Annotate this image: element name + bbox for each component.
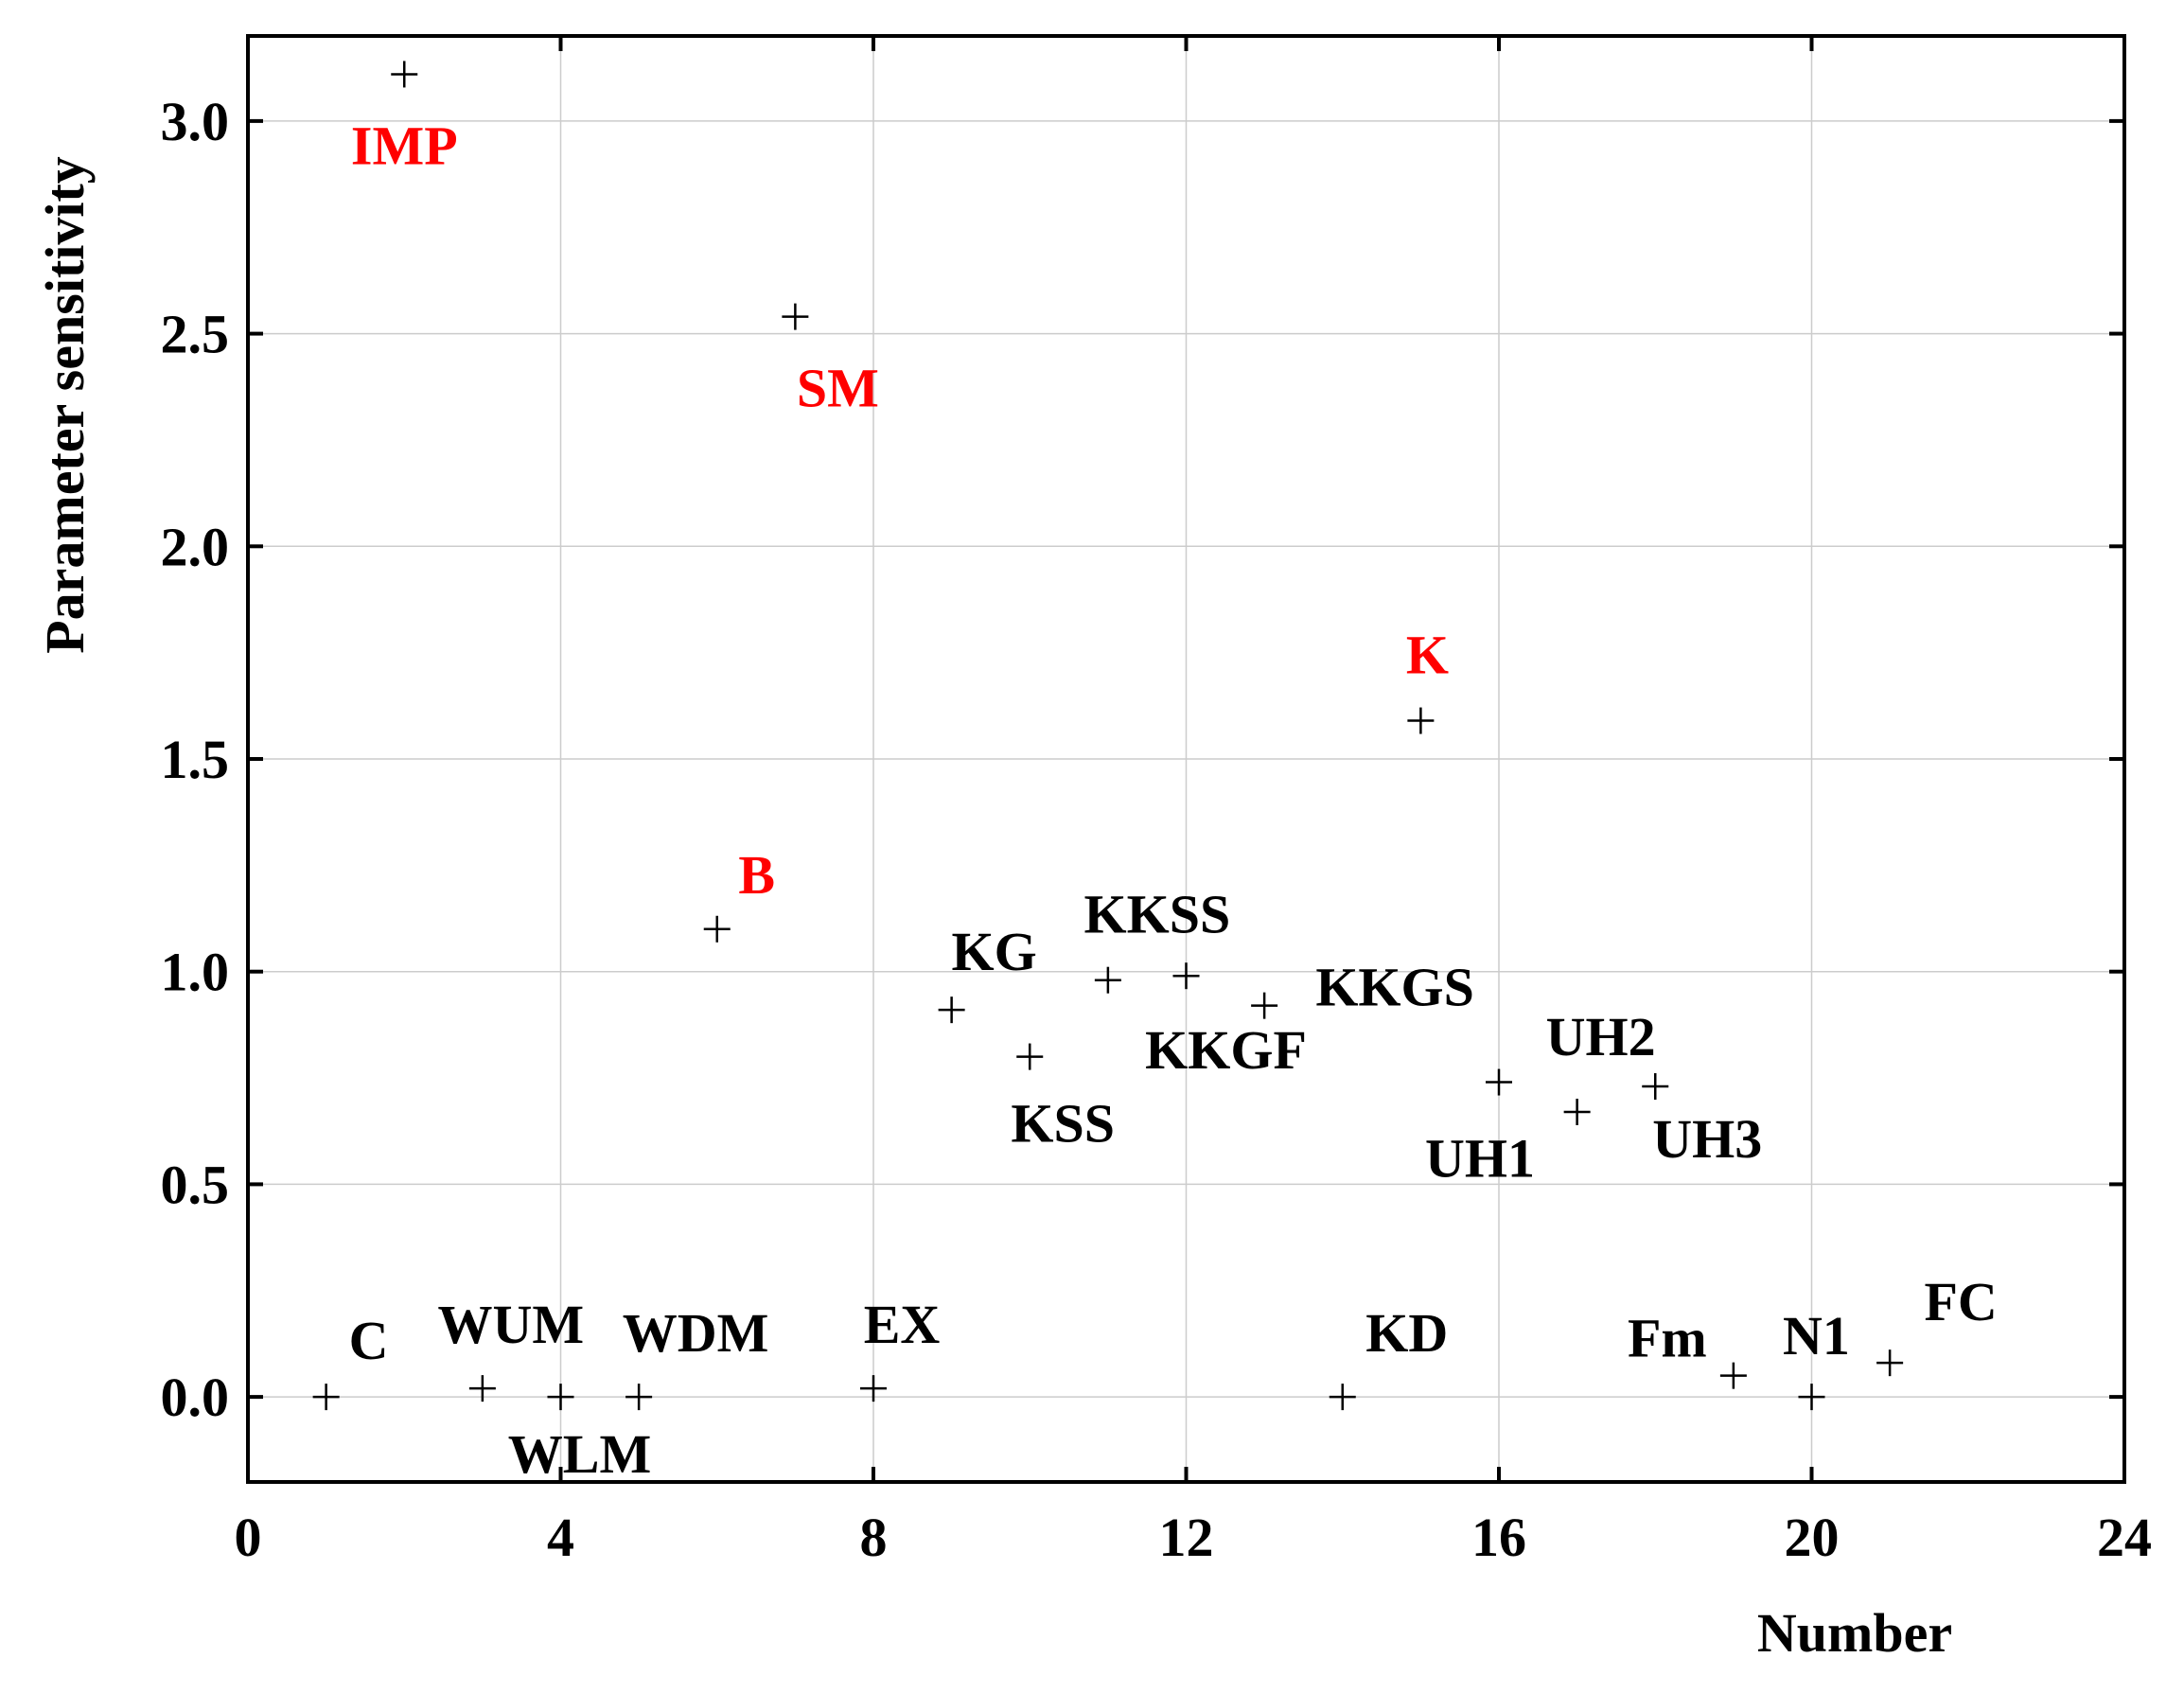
point-label: N1: [1783, 1305, 1850, 1367]
data-point: [782, 303, 809, 330]
x-tick-label: 16: [1471, 1507, 1526, 1568]
y-tick-label: 0.0: [161, 1367, 230, 1428]
point-label: Fm: [1628, 1308, 1707, 1369]
point-label: KKGF: [1145, 1019, 1307, 1081]
x-tick-label: 20: [1785, 1507, 1840, 1568]
data-point: [547, 1384, 574, 1411]
point-label: C: [349, 1310, 389, 1371]
point-label: WDM: [623, 1302, 769, 1364]
data-point: [1798, 1384, 1825, 1411]
y-tick-label: 2.5: [161, 304, 230, 365]
data-point: [468, 1375, 496, 1402]
data-points: [312, 61, 1904, 1411]
data-point: [860, 1375, 887, 1402]
point-label: B: [738, 844, 775, 906]
y-tick-label: 1.0: [161, 942, 230, 1003]
x-tick-label: 8: [860, 1507, 888, 1568]
point-label: WUM: [438, 1294, 585, 1355]
point-label: IMP: [351, 115, 458, 176]
point-label: UH1: [1425, 1128, 1535, 1190]
y-tick-label: 0.5: [161, 1154, 230, 1215]
data-point: [1329, 1384, 1356, 1411]
data-point: [1719, 1362, 1747, 1389]
data-point: [1642, 1073, 1669, 1101]
x-tick-label: 12: [1159, 1507, 1214, 1568]
data-point: [1563, 1099, 1591, 1126]
data-point: [1407, 707, 1435, 734]
y-tick-label: 1.5: [161, 729, 230, 790]
y-axis-label: Parameter sensitivity: [34, 156, 96, 654]
point-label: KD: [1365, 1302, 1448, 1364]
x-tick-label: 24: [2097, 1507, 2152, 1568]
point-label: K: [1406, 625, 1449, 686]
x-axis-label: Number: [1757, 1602, 1952, 1664]
data-point: [625, 1384, 653, 1411]
axis-ticks: [246, 36, 2126, 1482]
point-label: KSS: [1011, 1093, 1115, 1155]
point-label: KKSS: [1084, 884, 1231, 945]
data-point: [703, 915, 731, 943]
y-tick-label: 2.0: [161, 516, 230, 577]
data-point: [1486, 1068, 1512, 1096]
data-point: [938, 996, 965, 1024]
tick-labels: 0 4 8 12 16 20 24 0.0 0.5 1.0 1.5 2.0 2.5 3.0: [161, 91, 2153, 1568]
data-point: [1251, 992, 1278, 1019]
data-point: [312, 1384, 340, 1411]
x-tick-label: 0: [235, 1507, 262, 1568]
point-label: UH3: [1652, 1108, 1762, 1170]
point-label: WLM: [508, 1423, 651, 1485]
data-point: [1876, 1349, 1904, 1377]
data-point: [391, 61, 418, 88]
data-point: [1016, 1043, 1044, 1070]
data-point: [1094, 966, 1121, 994]
point-label: EX: [864, 1294, 941, 1355]
point-label: SM: [797, 358, 879, 419]
data-point: [1172, 962, 1200, 990]
point-label: KKGS: [1315, 957, 1474, 1018]
x-tick-label: 4: [547, 1507, 574, 1568]
y-tick-label: 3.0: [161, 91, 230, 152]
point-label: UH2: [1546, 1006, 1656, 1067]
point-label: KG: [952, 921, 1037, 982]
point-label: FC: [1924, 1271, 1997, 1332]
